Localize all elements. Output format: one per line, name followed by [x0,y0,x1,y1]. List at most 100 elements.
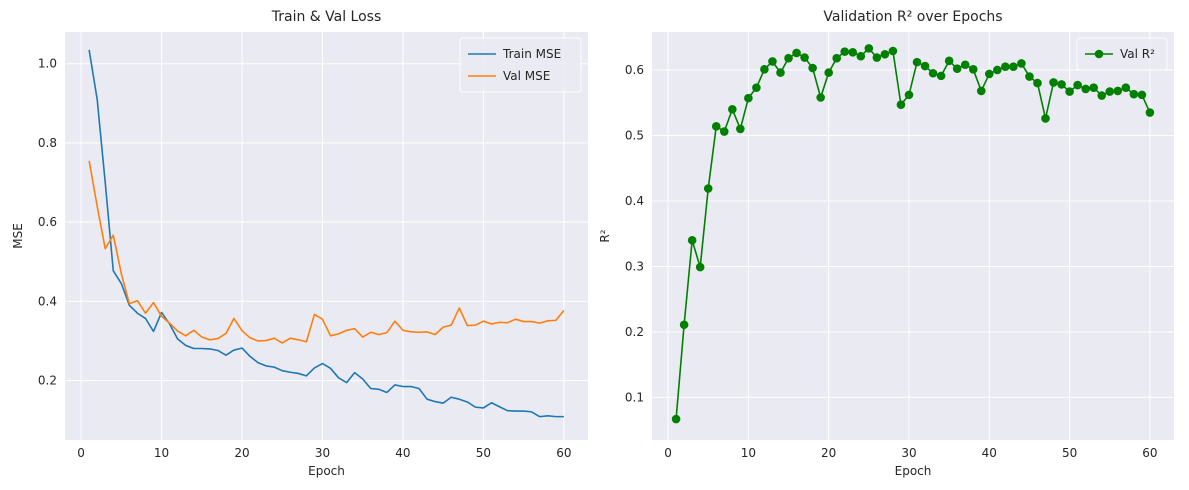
x-tick-label: 40 [982,446,997,460]
data-point [1041,114,1050,123]
data-point [1097,91,1107,100]
data-point [784,53,793,63]
data-point [832,53,842,63]
legend-label: Val R² [1120,47,1155,61]
data-point [912,57,922,67]
data-point [800,53,809,62]
x-tick-label: 50 [1062,446,1077,460]
legend-label: Train MSE [502,47,561,61]
data-point [1057,80,1066,89]
data-point [703,184,713,193]
x-tick-label: 60 [1142,446,1157,460]
data-point [695,262,705,272]
data-point [687,235,697,245]
data-point [792,48,801,58]
data-point [679,320,689,330]
y-tick-label: 0.4 [625,194,644,208]
x-tick-label: 10 [154,446,169,460]
data-point [671,414,681,424]
data-point [1033,78,1042,88]
data-point [736,124,745,134]
data-point [808,63,817,73]
x-tick-label: 10 [741,446,756,460]
x-tick-label: 40 [395,446,410,460]
data-point [744,93,753,103]
data-point [1065,87,1074,96]
data-point [728,104,737,114]
x-tick-label: 20 [234,446,249,460]
y-tick-label: 0.2 [38,374,57,388]
x-tick-label: 20 [821,446,836,460]
data-point [984,69,994,79]
y-tick-label: 0.6 [38,215,57,229]
y-axis-label: R² [598,229,612,242]
data-point [1105,87,1115,96]
y-tick-label: 0.3 [625,259,644,273]
legend-label: Val MSE [503,69,550,83]
data-point [776,68,785,77]
data-point [856,51,866,61]
data-point [1129,89,1139,99]
data-point [1009,62,1018,72]
plot-area [652,32,1174,440]
data-point [944,56,954,66]
x-tick-label: 30 [901,446,916,460]
data-point [880,49,890,59]
data-point [1145,108,1155,117]
legend: Val R² [1076,37,1168,71]
x-axis-label: Epoch [308,464,345,478]
y-tick-label: 0.8 [38,136,57,150]
data-point [719,127,729,136]
data-point [976,86,986,96]
data-point [904,90,914,100]
data-point [1073,80,1082,90]
data-point [936,71,946,81]
r2-chart: 0 10 20 30 40 50 60 0.1 0.2 0.3 0.4 0.5 0.6 Validatio… [598,9,1174,478]
legend-marker [1094,49,1104,59]
data-point [888,46,898,56]
y-tick-label: 0.5 [625,128,644,142]
data-point [1081,84,1090,94]
data-point [872,53,882,62]
legend-box [459,37,582,93]
data-point [768,57,777,66]
data-point [752,83,761,92]
x-tick-label: 60 [556,446,571,460]
data-point [1049,78,1058,87]
data-point [952,64,962,73]
y-tick-label: 1.0 [38,57,57,71]
data-point [968,65,978,74]
plot-area [65,32,588,440]
data-point [928,68,938,78]
data-point [760,65,769,74]
data-point [711,122,721,131]
x-axis-label: Epoch [895,464,932,478]
data-point [1113,86,1123,96]
data-point [1001,62,1010,72]
data-point [1137,90,1147,100]
y-axis-label: MSE [11,223,25,249]
data-point [1025,72,1034,81]
chart-title: Train & Val Loss [271,9,382,25]
legend: Train MSE Val MSE [459,37,582,93]
x-tick-label: 0 [77,446,85,460]
data-point [896,100,906,109]
x-tick-label: 30 [315,446,330,460]
data-point [1017,59,1026,68]
data-point [848,48,858,57]
data-point [864,44,874,53]
data-point [960,60,970,70]
loss-chart: 0 10 20 30 40 50 60 0.2 0.4 0.6 0.8 1.0 Train & Val … [11,9,588,478]
x-tick-label: 50 [476,446,491,460]
data-point [824,68,833,77]
x-tick-label: 0 [664,446,672,460]
data-point [1121,83,1131,92]
series-line-1 [88,160,565,344]
y-tick-label: 0.4 [38,294,57,308]
y-tick-label: 0.1 [625,390,644,404]
y-tick-label: 0.6 [625,63,644,77]
chart-title: Validation R² over Epochs [823,9,1002,25]
data-point [816,93,825,102]
legend-box [1076,37,1168,71]
